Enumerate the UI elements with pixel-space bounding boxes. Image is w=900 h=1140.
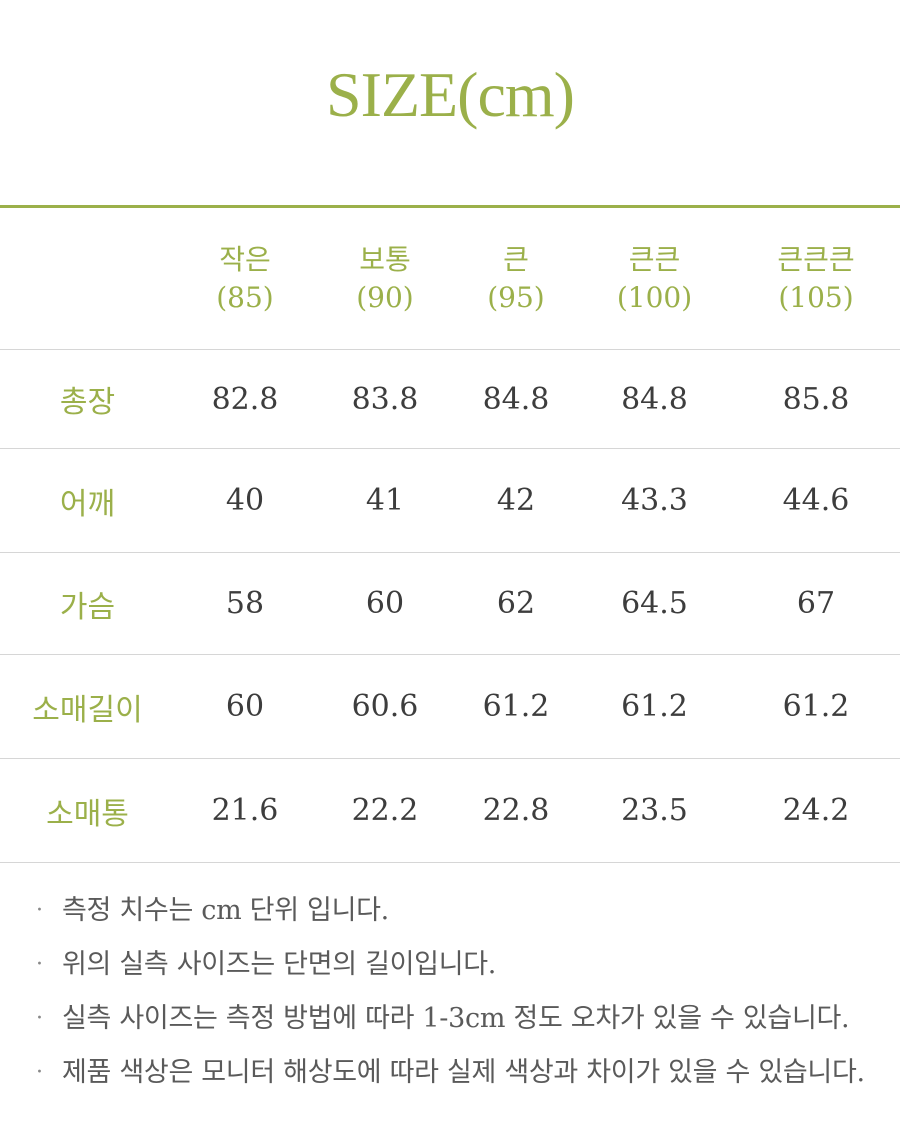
note-text: 제품 색상은 모니터 해상도에 따라 실제 색상과 차이가 있을 수 있습니다. — [62, 1057, 865, 1088]
measurement-cell: 85.8 — [732, 349, 900, 449]
table-row: 가슴 58 60 62 64.5 67 — [0, 552, 900, 655]
table-row: 총장 82.8 83.8 84.8 84.8 85.8 — [0, 349, 900, 449]
size-column-header: 큰큰 (100) — [577, 208, 732, 350]
measurement-cell: 24.2 — [732, 758, 900, 863]
row-label: 어깨 — [0, 448, 175, 553]
measurement-cell: 22.8 — [455, 758, 577, 863]
measurement-cell: 60.6 — [315, 654, 455, 759]
measurement-cell: 42 — [455, 448, 577, 553]
measurement-cell: 40 — [175, 448, 315, 553]
row-label: 소매길이 — [0, 654, 175, 759]
table-row: 소매길이 60 60.6 61.2 61.2 61.2 — [0, 654, 900, 759]
bullet-icon: · — [36, 952, 43, 977]
size-column-header: 보통 (90) — [315, 208, 455, 350]
row-label: 소매통 — [0, 758, 175, 863]
row-label: 가슴 — [0, 552, 175, 655]
measurement-cell: 83.8 — [315, 349, 455, 449]
notes-list: · 측정 치수는 cm 단위 입니다. · 위의 실측 사이즈는 단면의 길이입니다… — [0, 892, 900, 1108]
bullet-icon: · — [36, 898, 43, 923]
note-item: · 위의 실측 사이즈는 단면의 길이입니다. — [0, 946, 900, 1000]
note-item: · 측정 치수는 cm 단위 입니다. — [0, 892, 900, 946]
size-header-row: 작은 (85) 보통 (90) 큰 (95) 큰큰 (100) 큰큰큰 (105) — [0, 208, 900, 350]
measurement-cell: 61.2 — [577, 654, 732, 759]
page-title: SIZE(cm) — [326, 59, 575, 130]
note-item: · 실측 사이즈는 측정 방법에 따라 1-3cm 정도 오차가 있을 수 있습니… — [0, 1000, 900, 1054]
row-label: 총장 — [0, 349, 175, 449]
size-column-header: 작은 (85) — [175, 208, 315, 350]
measurement-cell: 67 — [732, 552, 900, 655]
size-column-header: 큰 (95) — [455, 208, 577, 350]
measurement-cell: 84.8 — [455, 349, 577, 449]
measurement-cell: 60 — [175, 654, 315, 759]
measurement-cell: 21.6 — [175, 758, 315, 863]
measurement-cell: 64.5 — [577, 552, 732, 655]
measurement-cell: 62 — [455, 552, 577, 655]
size-table: 작은 (85) 보통 (90) 큰 (95) 큰큰 (100) 큰큰큰 (105) 총장 … — [0, 208, 900, 863]
measurement-cell: 23.5 — [577, 758, 732, 863]
measurement-cell: 58 — [175, 552, 315, 655]
measurement-cell: 84.8 — [577, 349, 732, 449]
bullet-icon: · — [36, 1006, 43, 1031]
measurement-cell: 22.2 — [315, 758, 455, 863]
table-row: 어깨 40 41 42 43.3 44.6 — [0, 448, 900, 553]
note-text: 실측 사이즈는 측정 방법에 따라 1-3cm 정도 오차가 있을 수 있습니다… — [62, 1003, 850, 1034]
measurement-cell: 61.2 — [732, 654, 900, 759]
table-row: 소매통 21.6 22.2 22.8 23.5 24.2 — [0, 758, 900, 863]
measurement-cell: 60 — [315, 552, 455, 655]
measurement-cell: 61.2 — [455, 654, 577, 759]
header-divider — [0, 205, 900, 208]
measurement-cell: 43.3 — [577, 448, 732, 553]
size-column-header: 큰큰큰 (105) — [732, 208, 900, 350]
measurement-cell: 82.8 — [175, 349, 315, 449]
bullet-icon: · — [36, 1060, 43, 1085]
note-text: 위의 실측 사이즈는 단면의 길이입니다. — [62, 949, 497, 980]
corner-cell — [0, 208, 175, 350]
measurement-cell: 41 — [315, 448, 455, 553]
measurement-cell: 44.6 — [732, 448, 900, 553]
note-text: 측정 치수는 cm 단위 입니다. — [62, 895, 389, 926]
note-item: · 제품 색상은 모니터 해상도에 따라 실제 색상과 차이가 있을 수 있습니다… — [0, 1054, 900, 1108]
